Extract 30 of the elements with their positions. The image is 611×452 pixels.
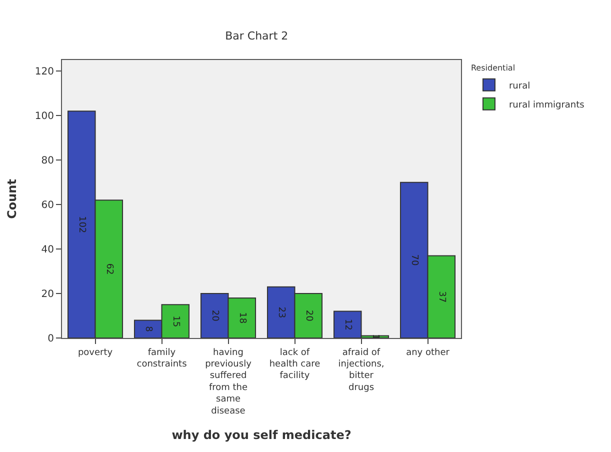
- data-label: 12: [342, 318, 353, 330]
- data-label: 20: [210, 310, 220, 322]
- data-label: 8: [143, 326, 154, 332]
- legend-title: Residential: [470, 63, 516, 72]
- x-tick-label: afraid of injections, bitter drugs: [338, 348, 384, 393]
- x-axis-title: why do you self medicate?: [172, 428, 352, 442]
- x-tick-label: poverty: [78, 348, 114, 358]
- legend-label: rural: [508, 81, 530, 92]
- data-label: 18: [236, 312, 247, 324]
- data-label: 15: [170, 316, 180, 328]
- legend-label: rural immigrants: [508, 100, 585, 110]
- y-tick-label: 60: [41, 200, 54, 212]
- data-label: 102: [76, 216, 87, 234]
- data-label: 62: [104, 263, 114, 275]
- data-label: 20: [303, 310, 314, 322]
- data-label: 23: [276, 306, 286, 318]
- y-tick-label: 80: [41, 156, 54, 167]
- y-tick-label: 100: [34, 111, 54, 122]
- x-tick-label: lack of health care facility: [269, 348, 321, 382]
- x-tick-label: having previously suffered from the same disease: [205, 348, 252, 416]
- y-tick-label: 0: [48, 334, 54, 344]
- x-tick-label: family constraints: [136, 348, 188, 370]
- data-label: 70: [409, 254, 420, 266]
- y-tick-label: 40: [41, 244, 54, 256]
- y-tick-label: 120: [34, 66, 54, 78]
- data-label: 37: [436, 291, 446, 303]
- x-tick-label: any other: [406, 348, 450, 358]
- y-tick-label: 20: [41, 289, 54, 300]
- chart-title: Bar Chart 2: [225, 29, 288, 42]
- y-axis-title: Count: [5, 178, 20, 219]
